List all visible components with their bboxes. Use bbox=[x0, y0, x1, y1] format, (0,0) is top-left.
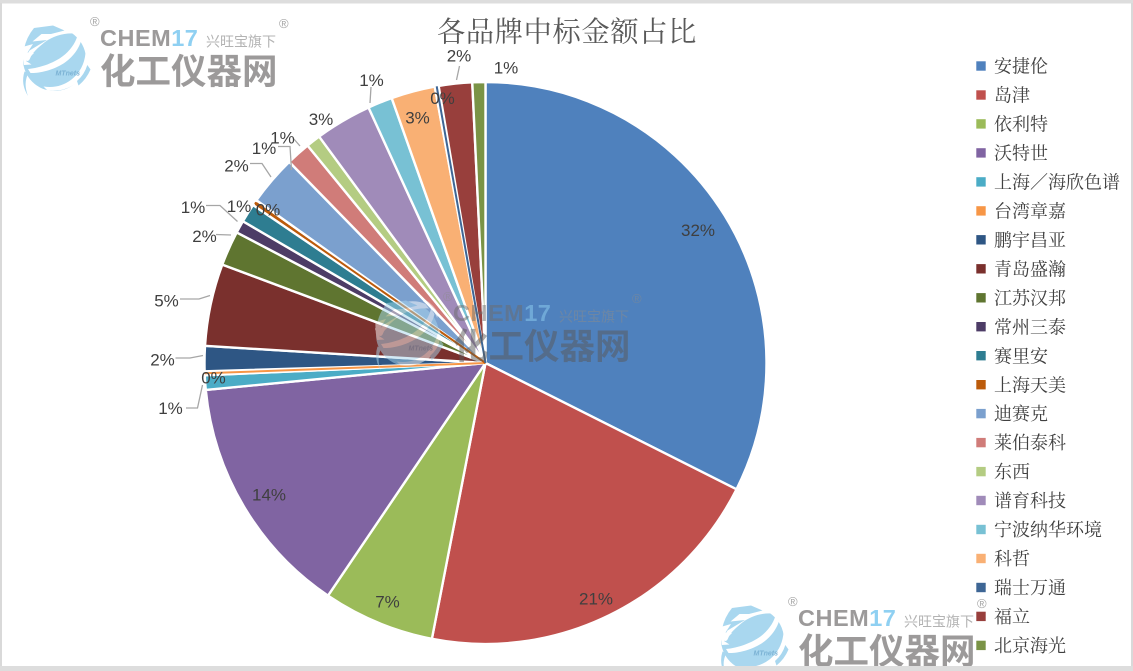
svg-text:2%: 2% bbox=[447, 47, 472, 66]
svg-text:瑞士万通: 瑞士万通 bbox=[994, 574, 1066, 600]
svg-text:依利特: 依利特 bbox=[994, 111, 1048, 137]
svg-text:1%: 1% bbox=[158, 399, 183, 418]
svg-text:鹏宇昌亚: 鹏宇昌亚 bbox=[994, 226, 1066, 252]
svg-text:青岛盛瀚: 青岛盛瀚 bbox=[994, 255, 1066, 281]
svg-text:常州三泰: 常州三泰 bbox=[994, 313, 1066, 339]
svg-text:北京海光: 北京海光 bbox=[994, 632, 1066, 658]
svg-text:台湾章嘉: 台湾章嘉 bbox=[994, 197, 1066, 223]
svg-text:2%: 2% bbox=[192, 227, 217, 246]
svg-text:2%: 2% bbox=[150, 351, 175, 370]
svg-text:上海／海欣色谱: 上海／海欣色谱 bbox=[994, 169, 1120, 195]
svg-text:0%: 0% bbox=[430, 89, 455, 108]
svg-text:1%: 1% bbox=[227, 197, 252, 216]
svg-text:迪赛克: 迪赛克 bbox=[994, 400, 1048, 426]
svg-text:3%: 3% bbox=[309, 110, 334, 129]
svg-text:7%: 7% bbox=[375, 593, 400, 612]
svg-text:2%: 2% bbox=[224, 157, 249, 176]
svg-text:1%: 1% bbox=[359, 71, 384, 90]
svg-text:21%: 21% bbox=[579, 590, 613, 609]
svg-text:江苏汉邦: 江苏汉邦 bbox=[994, 284, 1066, 310]
svg-text:32%: 32% bbox=[681, 221, 715, 240]
svg-text:1%: 1% bbox=[252, 139, 277, 158]
svg-text:宁波纳华环境: 宁波纳华环境 bbox=[994, 516, 1102, 542]
svg-text:1%: 1% bbox=[494, 59, 519, 78]
svg-text:岛津: 岛津 bbox=[994, 82, 1030, 108]
svg-text:福立: 福立 bbox=[994, 603, 1030, 629]
svg-text:0%: 0% bbox=[201, 369, 226, 388]
svg-text:上海天美: 上海天美 bbox=[994, 371, 1066, 397]
svg-text:赛里安: 赛里安 bbox=[994, 342, 1048, 368]
svg-text:东西: 东西 bbox=[994, 458, 1030, 484]
svg-text:1%: 1% bbox=[181, 198, 206, 217]
svg-text:科哲: 科哲 bbox=[994, 545, 1030, 571]
svg-text:谱育科技: 谱育科技 bbox=[994, 487, 1066, 513]
svg-text:1%: 1% bbox=[270, 129, 295, 148]
svg-text:0%: 0% bbox=[256, 201, 281, 220]
svg-text:莱伯泰科: 莱伯泰科 bbox=[994, 429, 1066, 455]
svg-text:安捷伦: 安捷伦 bbox=[994, 53, 1048, 79]
svg-text:14%: 14% bbox=[252, 486, 286, 505]
svg-text:5%: 5% bbox=[154, 292, 179, 311]
svg-text:沃特世: 沃特世 bbox=[994, 140, 1048, 166]
svg-text:各品牌中标金额占比: 各品牌中标金额占比 bbox=[437, 11, 697, 51]
svg-text:3%: 3% bbox=[405, 109, 430, 128]
